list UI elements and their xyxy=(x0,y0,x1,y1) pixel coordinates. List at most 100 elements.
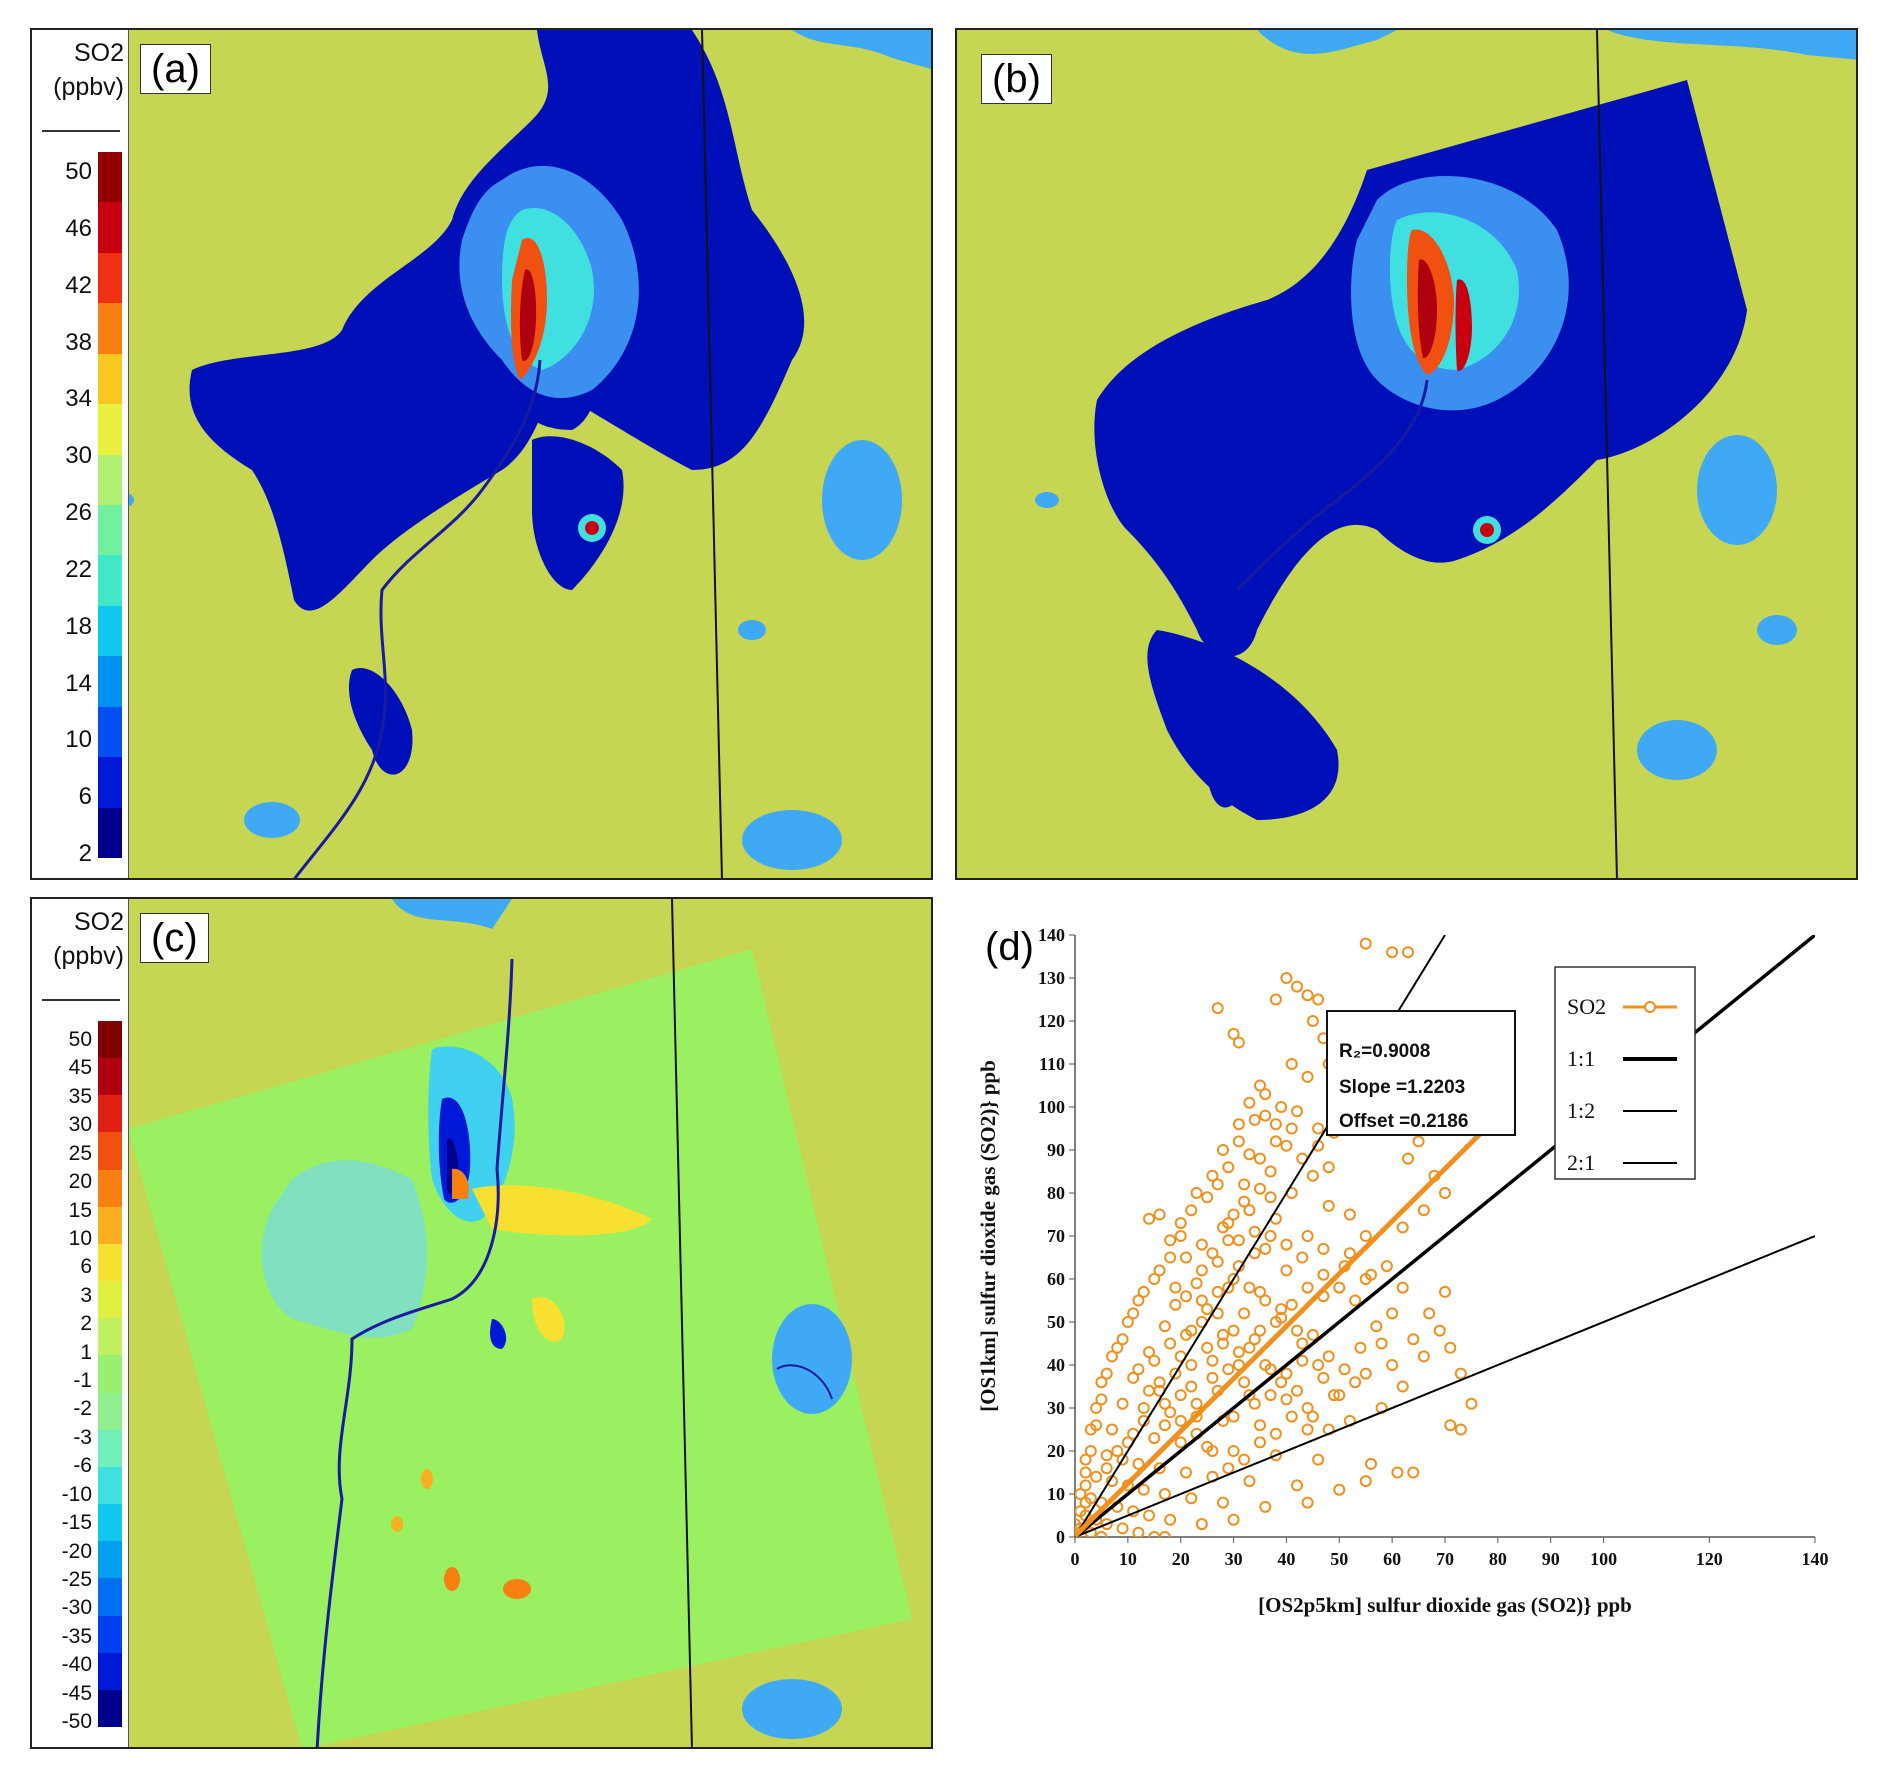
colorbar-swatch xyxy=(98,202,122,254)
scatter-point xyxy=(1095,1531,1108,1537)
scatter-point xyxy=(1317,1371,1330,1384)
scatter-point xyxy=(1180,1466,1192,1479)
x-tick-label: 100 xyxy=(1590,1549,1617,1569)
legend-label-SO2: SO2 xyxy=(1567,994,1606,1019)
scatter-point xyxy=(1211,1178,1224,1191)
scatter-point xyxy=(1386,1307,1399,1320)
scatter-point xyxy=(1227,1273,1240,1285)
scatter-point xyxy=(1254,1419,1266,1432)
scatter-point xyxy=(1195,1264,1208,1277)
so2-map-b xyxy=(1035,30,1856,878)
legend-label-2-1: 2:1 xyxy=(1567,1150,1595,1175)
scatter-point xyxy=(1116,1333,1129,1346)
colorbar-tick-label: -35 xyxy=(61,1624,92,1648)
scatter-point xyxy=(1185,1380,1198,1393)
scatter-point xyxy=(1195,1238,1208,1251)
scatter-point xyxy=(1264,1389,1277,1402)
colorbar-swatch xyxy=(98,252,122,304)
scatter-point xyxy=(1269,1427,1282,1440)
scatter-point xyxy=(1190,1277,1203,1290)
scatter-point xyxy=(1132,1457,1145,1470)
scatter-point xyxy=(1075,1518,1081,1531)
colorbar-swatch xyxy=(98,1689,122,1728)
reference-line-1-2 xyxy=(1075,1235,1815,1537)
panel-label-c: (c) xyxy=(140,913,209,963)
scatter-point xyxy=(1206,1354,1219,1367)
scatter-point xyxy=(1153,1462,1166,1475)
scatter-point xyxy=(1158,1419,1171,1432)
scatter-point xyxy=(1423,1307,1436,1320)
scatter-point xyxy=(1275,1303,1288,1316)
scatter-point xyxy=(1090,1402,1103,1414)
scatter-point xyxy=(1201,1303,1214,1316)
scatter-point xyxy=(1169,1281,1182,1294)
scatter-point xyxy=(1148,1354,1161,1367)
scatter-point xyxy=(1232,1346,1245,1359)
scatter-point xyxy=(1185,1492,1198,1505)
panel-label-d: (d) xyxy=(985,925,1034,969)
colorbar-swatch xyxy=(98,656,122,708)
scatter-point xyxy=(1312,1122,1325,1135)
scatter-point xyxy=(1100,1462,1113,1475)
scatter-point xyxy=(1090,1470,1103,1483)
scatter-point xyxy=(1454,1367,1467,1380)
scatter-point xyxy=(1444,1341,1457,1354)
scatter-point xyxy=(1227,1513,1240,1526)
colorbar-tick-label: 26 xyxy=(65,499,92,526)
scatter-point xyxy=(1317,1268,1330,1281)
scatter-point xyxy=(1338,1363,1351,1376)
scatter-point xyxy=(1306,1169,1319,1182)
scatter-point xyxy=(1296,1354,1309,1367)
colorbar-tick-label: 6 xyxy=(80,1255,92,1279)
colorbar-swatch xyxy=(98,605,122,657)
scatter-point xyxy=(1291,980,1303,993)
scatter-point xyxy=(1227,1324,1240,1337)
x-tick-label: 70 xyxy=(1436,1549,1454,1569)
colorbar-tick-label: -25 xyxy=(61,1567,92,1591)
colorbar-tick-label: -1 xyxy=(73,1369,92,1392)
scatter-point xyxy=(1396,1221,1409,1234)
y-tick-label: 140 xyxy=(1038,925,1065,945)
stats-r2: R₂=0.9008 xyxy=(1339,1041,1430,1062)
scatter-point xyxy=(1206,1247,1219,1260)
colorbar-swatch xyxy=(98,1095,122,1133)
scatter-point xyxy=(1280,1238,1293,1251)
scatter-point xyxy=(1248,1397,1261,1410)
scatter-point xyxy=(1195,1518,1208,1531)
scatter-point xyxy=(1291,1324,1303,1337)
scatter-point xyxy=(1232,1036,1245,1049)
scatter-point xyxy=(1111,1341,1124,1354)
scatter-point xyxy=(1465,1397,1478,1410)
scatter-point xyxy=(1306,1015,1319,1027)
scatter-point xyxy=(1269,1118,1282,1131)
scatter-point xyxy=(1174,1230,1187,1242)
colorbar-tick-label: 6 xyxy=(78,783,92,811)
scatter-point xyxy=(1106,1423,1118,1436)
colorbar-swatch xyxy=(98,1021,122,1059)
scatter-point xyxy=(1301,1281,1314,1294)
y-tick-label: 30 xyxy=(1047,1398,1065,1418)
x-tick-label: 120 xyxy=(1696,1549,1723,1569)
colorbar-swatch xyxy=(98,1318,122,1356)
scatter-point xyxy=(1238,1376,1251,1389)
map-panel-a: SO2 (ppbv) 50 46 42 38 34 30 26 22 18 14 10 6 2 (a) xyxy=(30,28,933,880)
colorbar-swatch xyxy=(98,1504,122,1542)
colorbar-tick-label: 2 xyxy=(78,840,92,867)
scatter-point xyxy=(1259,1359,1272,1371)
scatter-point xyxy=(1439,1187,1451,1199)
scatter-point xyxy=(1127,1371,1140,1384)
scatter-point xyxy=(1333,1483,1346,1496)
x-tick-label: 40 xyxy=(1277,1549,1295,1569)
y-tick-label: 70 xyxy=(1047,1226,1065,1246)
scatter-point xyxy=(1084,1445,1097,1457)
scatter-point xyxy=(1232,1118,1245,1131)
scatter-point xyxy=(1222,1281,1235,1294)
scatter-point xyxy=(1158,1397,1171,1410)
x-tick-label: 0 xyxy=(1071,1549,1080,1569)
scatter-point xyxy=(1095,1376,1108,1389)
scatter-point xyxy=(1248,1225,1261,1238)
scatter-point xyxy=(1185,1359,1198,1371)
scatter-point xyxy=(1174,1217,1187,1230)
scatter-point xyxy=(1190,1397,1203,1410)
scatter-point xyxy=(1158,1488,1171,1500)
